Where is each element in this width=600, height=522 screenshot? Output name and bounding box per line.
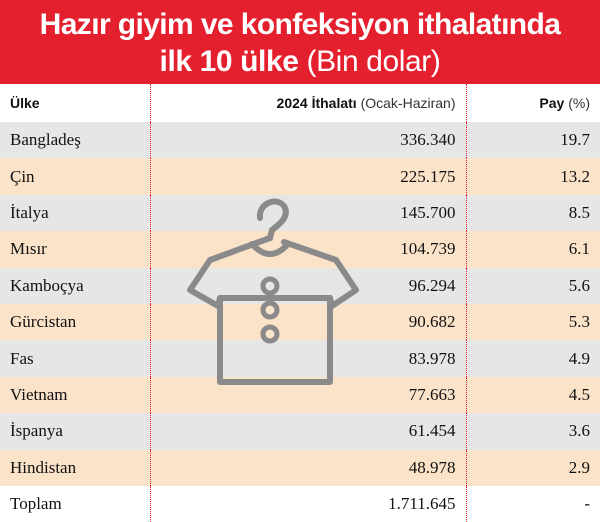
table-row: Hindistan 48.978 2.9 — [0, 449, 600, 486]
imports-cell: 104.739 — [149, 231, 466, 268]
imports-cell: 225.175 — [149, 158, 466, 195]
country-cell: İtalya — [0, 194, 150, 232]
share-cell: 19.7 — [465, 122, 600, 159]
table-row: Gürcistan 90.682 5.3 — [0, 303, 600, 341]
country-cell: İspanya — [0, 413, 150, 450]
imports-cell: 83.978 — [149, 340, 466, 377]
total-share: - — [465, 485, 600, 522]
column-header-imports: 2024 İthalatı (Ocak-Haziran) — [149, 84, 466, 122]
share-cell: 2.9 — [465, 449, 600, 486]
imports-cell: 90.682 — [149, 303, 466, 341]
country-cell: Çin — [0, 158, 150, 195]
total-imports: 1.711.645 — [149, 485, 466, 522]
title-line-2: ilk 10 ülke (Bin dolar) — [0, 44, 600, 80]
imports-cell: 145.700 — [149, 194, 466, 232]
table-row: Mısır 104.739 6.1 — [0, 231, 600, 268]
country-cell: Mısır — [0, 231, 150, 268]
table-row: İspanya 61.454 3.6 — [0, 413, 600, 450]
table-header-row: Ülke 2024 İthalatı (Ocak-Haziran) Pay (%… — [0, 84, 600, 122]
share-cell: 3.6 — [465, 413, 600, 450]
country-cell: Fas — [0, 340, 150, 377]
table-row: Kamboçya 96.294 5.6 — [0, 267, 600, 304]
column-header-share: Pay (%) — [465, 84, 600, 122]
imports-cell: 336.340 — [149, 122, 466, 159]
table-row: Bangladeş 336.340 19.7 — [0, 122, 600, 159]
title-unit: (Bin dolar) — [306, 45, 441, 78]
share-cell: 4.5 — [465, 376, 600, 414]
country-cell: Vietnam — [0, 376, 150, 414]
table-row: İtalya 145.700 8.5 — [0, 194, 600, 232]
table-row: Çin 225.175 13.2 — [0, 158, 600, 195]
country-cell: Kamboçya — [0, 267, 150, 304]
table-row: Vietnam 77.663 4.5 — [0, 376, 600, 414]
share-cell: 8.5 — [465, 194, 600, 232]
imports-cell: 77.663 — [149, 376, 466, 414]
imports-cell: 48.978 — [149, 449, 466, 486]
country-cell: Hindistan — [0, 449, 150, 486]
imports-table: Ülke 2024 İthalatı (Ocak-Haziran) Pay (%… — [0, 84, 600, 522]
share-cell: 4.9 — [465, 340, 600, 377]
title-line-1: Hazır giyim ve konfeksiyon ithalatında — [39, 8, 561, 41]
country-cell: Bangladeş — [0, 122, 150, 159]
total-label: Toplam — [0, 485, 150, 522]
share-cell: 13.2 — [465, 158, 600, 195]
country-cell: Gürcistan — [0, 303, 150, 341]
share-cell: 5.6 — [465, 267, 600, 304]
share-cell: 5.3 — [465, 303, 600, 341]
share-cell: 6.1 — [465, 231, 600, 268]
total-row: Toplam 1.711.645 - — [0, 485, 600, 522]
imports-cell: 96.294 — [149, 267, 466, 304]
title-banner: Hazır giyim ve konfeksiyon ithalatında i… — [0, 0, 600, 84]
table-row: Fas 83.978 4.9 — [0, 340, 600, 377]
imports-cell: 61.454 — [149, 413, 466, 450]
column-header-country: Ülke — [0, 84, 150, 122]
title-line-2-bold: ilk 10 ülke — [159, 45, 299, 78]
